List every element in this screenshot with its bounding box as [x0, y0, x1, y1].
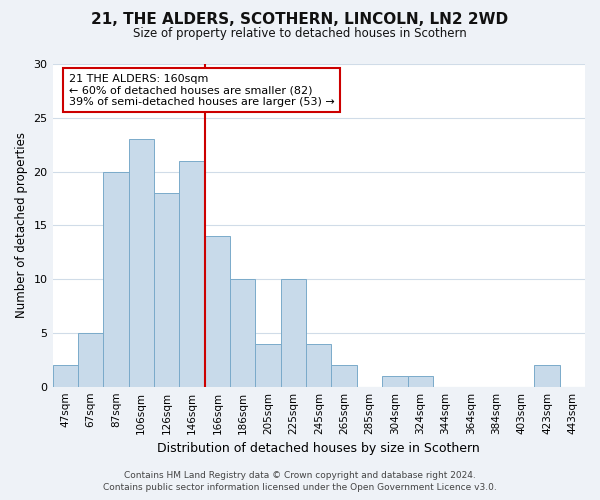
Bar [256, 344, 281, 386]
Bar [230, 279, 256, 386]
Bar [331, 365, 357, 386]
Text: 21 THE ALDERS: 160sqm
← 60% of detached houses are smaller (82)
39% of semi-deta: 21 THE ALDERS: 160sqm ← 60% of detached … [68, 74, 334, 107]
Text: Size of property relative to detached houses in Scothern: Size of property relative to detached ho… [133, 28, 467, 40]
Bar [534, 365, 560, 386]
Bar [78, 333, 103, 386]
Bar [205, 236, 230, 386]
X-axis label: Distribution of detached houses by size in Scothern: Distribution of detached houses by size … [157, 442, 480, 455]
Bar [103, 172, 128, 386]
Bar [53, 365, 78, 386]
Bar [179, 161, 205, 386]
Bar [382, 376, 407, 386]
Bar [128, 140, 154, 386]
Bar [407, 376, 433, 386]
Text: 21, THE ALDERS, SCOTHERN, LINCOLN, LN2 2WD: 21, THE ALDERS, SCOTHERN, LINCOLN, LN2 2… [91, 12, 509, 28]
Bar [154, 193, 179, 386]
Text: Contains HM Land Registry data © Crown copyright and database right 2024.
Contai: Contains HM Land Registry data © Crown c… [103, 471, 497, 492]
Y-axis label: Number of detached properties: Number of detached properties [15, 132, 28, 318]
Bar [281, 279, 306, 386]
Bar [306, 344, 331, 386]
